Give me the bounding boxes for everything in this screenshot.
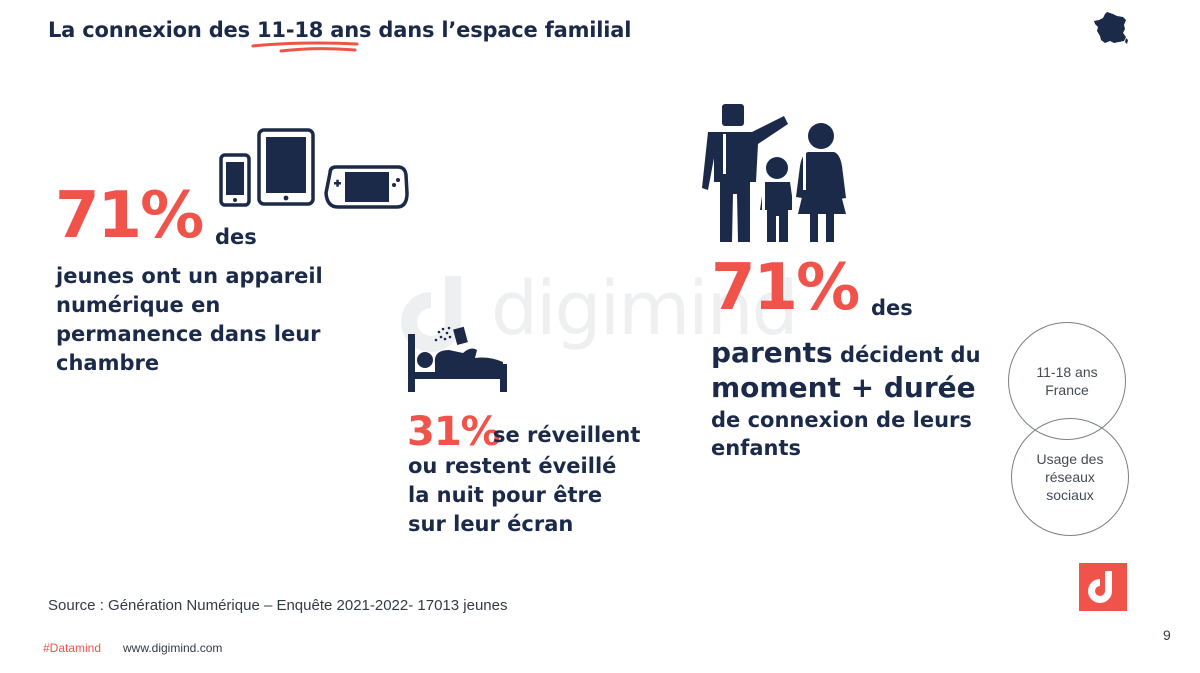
stat-devices-description: jeunes ont un appareil numérique en perm…: [56, 262, 323, 378]
stat-parents-line1-small: décident du: [832, 343, 981, 367]
stat-sleep-line: la nuit pour être: [408, 483, 603, 507]
stat-parents-description: parents décident du moment + durée de co…: [711, 336, 981, 462]
family-icon: [702, 104, 846, 242]
venn-audience-line: France: [1045, 382, 1089, 398]
venn-audience-line: 11-18 ans: [1036, 364, 1098, 380]
digimind-logo-icon: [1079, 563, 1127, 611]
title-highlight-text: 11-18 ans: [257, 18, 372, 42]
stat-devices-line: numérique en: [56, 293, 221, 317]
venn-topic-line: sociaux: [1046, 487, 1094, 503]
venn-circle-audience: 11-18 ans France: [1008, 322, 1126, 440]
title-text-after: dans l’espace familial: [371, 18, 632, 42]
stat-parents-line1-big: parents: [711, 336, 833, 369]
page-title: La connexion des 11-18 ans dans l’espace…: [48, 18, 632, 53]
source-note: Source : Génération Numérique – Enquête …: [48, 597, 508, 614]
bed-screen-icon: [408, 326, 507, 392]
france-map-icon: [1094, 12, 1128, 44]
stat-devices-suffix: des: [215, 225, 257, 249]
stat-parents-line4: enfants: [711, 436, 801, 460]
devices-icon: [219, 128, 409, 209]
stat-parents-line3: de connexion de leurs: [711, 408, 972, 432]
footer-url: www.digimind.com: [123, 641, 223, 655]
underline-scribble-icon: [251, 41, 359, 53]
venn-circle-topic: Usage des réseaux sociaux: [1011, 418, 1129, 536]
venn-topic-line: réseaux: [1045, 469, 1095, 485]
stat-sleep-description: ou restent éveillé la nuit pour être sur…: [408, 452, 616, 539]
title-highlight: 11-18 ans: [251, 18, 372, 53]
footer-hashtag: #Datamind: [43, 641, 102, 655]
watermark-text: digimind: [491, 266, 799, 352]
stat-sleep-line: ou restent éveillé: [408, 454, 617, 478]
stat-devices-value: 71%: [55, 179, 204, 253]
venn-topic-line: Usage des: [1036, 451, 1104, 467]
stat-parents-value: 71%: [711, 251, 860, 325]
stat-parents-line2: moment + durée: [711, 371, 976, 404]
stat-sleep-value: 31%: [407, 409, 501, 455]
title-text-before: La connexion des: [48, 18, 257, 42]
stat-devices-line: chambre: [56, 351, 160, 375]
stat-sleep-line: sur leur écran: [408, 512, 574, 536]
stat-sleep-suffix: se réveillent: [493, 423, 641, 447]
stat-devices-line: jeunes ont un appareil: [56, 264, 323, 288]
stat-devices-line: permanence dans leur: [56, 322, 321, 346]
page-number: 9: [1163, 627, 1171, 643]
stat-parents-suffix: des: [871, 296, 913, 320]
